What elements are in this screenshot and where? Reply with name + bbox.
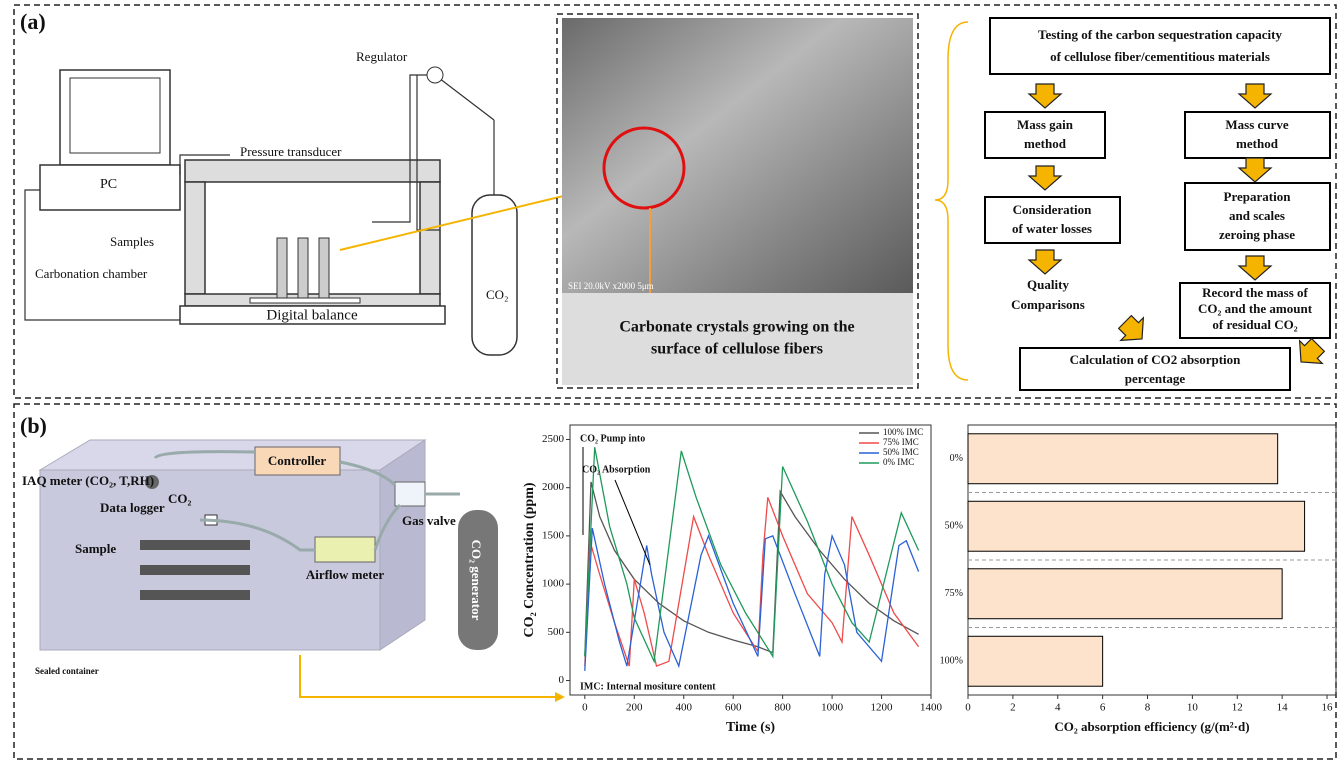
setup-label: Regulator [356, 49, 408, 64]
y-tick-label: 2500 [542, 433, 565, 445]
y-tick-label: 75% [945, 588, 963, 599]
sem-image [562, 18, 913, 293]
sem-caption: Carbonate crystals growing on the [619, 319, 854, 336]
x-tick-label: 600 [725, 702, 742, 714]
x-tick-label: 16 [1322, 702, 1334, 714]
x-axis-label: Time (s) [726, 720, 775, 735]
caption-bg [562, 293, 913, 385]
figure: (a) (b) Regulator Pressure transducer PC… [0, 0, 1341, 763]
flow-text: Mass curve [1225, 117, 1288, 132]
x-tick-label: 8 [1145, 702, 1151, 714]
bar [968, 434, 1278, 484]
bar [968, 636, 1103, 686]
data-line [585, 528, 919, 671]
setup-label: CO₂ generator [469, 540, 484, 621]
legend-label: 100% IMC [883, 427, 923, 437]
data-line [585, 482, 919, 657]
panel-label: (b) [20, 413, 47, 438]
flow-text: Mass gain [1017, 117, 1074, 132]
x-tick-label: 4 [1055, 702, 1061, 714]
flow-text: method [1024, 136, 1067, 151]
flow-text: method [1236, 136, 1279, 151]
y-tick-label: 0% [950, 453, 963, 464]
setup-label: Data logger [100, 500, 165, 515]
setup-label: Gas valve [402, 513, 456, 528]
flow-text: of residual CO₂ [1212, 317, 1297, 332]
flow-text: percentage [1125, 371, 1186, 386]
setup-label: CO₂ [486, 287, 509, 302]
y-tick-label: 100% [940, 656, 963, 667]
x-tick-label: 6 [1100, 702, 1106, 714]
brace [935, 22, 968, 380]
setup-label: IAQ meter (CO₂, T,RH) [22, 473, 154, 488]
flow-text: Preparation [1224, 189, 1292, 204]
flow-text: Quality [1027, 277, 1069, 292]
y-tick-label: 1500 [542, 529, 565, 541]
y-tick-label: 2000 [542, 481, 565, 493]
x-tick-label: 200 [626, 702, 643, 714]
y-tick-label: 1000 [542, 578, 565, 590]
setup-label: Pressure transducer [240, 144, 342, 159]
setup-label: Digital balance [266, 307, 358, 323]
flow-text: zeroing phase [1219, 227, 1295, 242]
panel-label: (a) [20, 9, 46, 34]
flow-text: Calculation of CO2 absorption [1070, 352, 1242, 367]
flow-text: Record the mass of [1202, 285, 1308, 300]
x-tick-label: 0 [582, 702, 588, 714]
legend-label: 50% IMC [883, 447, 919, 457]
flow-text: of cellulose fiber/cementitious material… [1050, 49, 1270, 64]
flow-text: Testing of the carbon sequestration capa… [1038, 27, 1282, 42]
x-tick-label: 12 [1232, 702, 1243, 714]
y-tick-label: 500 [548, 626, 565, 638]
bar [968, 569, 1282, 619]
annotation: CO₂ Absorption [582, 464, 651, 475]
setup-label: Sample [75, 541, 116, 556]
x-tick-label: 800 [774, 702, 791, 714]
x-tick-label: 1000 [821, 702, 844, 714]
y-tick-label: 50% [945, 521, 963, 532]
flow-text: Comparisons [1011, 297, 1085, 312]
x-tick-label: 2 [1010, 702, 1016, 714]
sem-scale: SEI 20.0kV x2000 5μm [568, 281, 654, 291]
annotation-arrow [615, 480, 650, 565]
x-tick-label: 1400 [920, 702, 943, 714]
legend-label: 0% IMC [883, 457, 914, 467]
flow-text: Consideration [1013, 202, 1093, 217]
x-tick-label: 1200 [871, 702, 894, 714]
setup-label: Sealed container [35, 666, 99, 676]
legend-label: 75% IMC [883, 437, 919, 447]
setup-label: CO₂ [168, 491, 192, 506]
flow-text: of water losses [1012, 221, 1092, 236]
setup-label: Carbonation chamber [35, 266, 148, 281]
setup-label: Samples [110, 234, 154, 249]
y-tick-label: 0 [559, 674, 565, 686]
x-tick-label: 0 [965, 702, 971, 714]
bar [968, 501, 1305, 551]
x-tick-label: 10 [1187, 702, 1199, 714]
annotation: CO₂ Pump into [580, 433, 645, 444]
flow-text: and scales [1229, 208, 1285, 223]
x-tick-label: 400 [675, 702, 692, 714]
y-axis-label: CO₂ Concentration (ppm) [522, 482, 537, 637]
sem-caption: surface of cellulose fibers [651, 341, 823, 358]
x-tick-label: 14 [1277, 702, 1289, 714]
x-axis-label: CO₂ absorption efficiency (g/(m²·d) [1054, 719, 1249, 734]
setup-label: PC [100, 177, 117, 192]
flow-text: CO₂ and the amount [1198, 301, 1313, 316]
annotation: IMC: Internal mositure content [580, 681, 716, 692]
setup-label: Airflow meter [306, 567, 385, 582]
setup-label: Controller [268, 453, 326, 468]
